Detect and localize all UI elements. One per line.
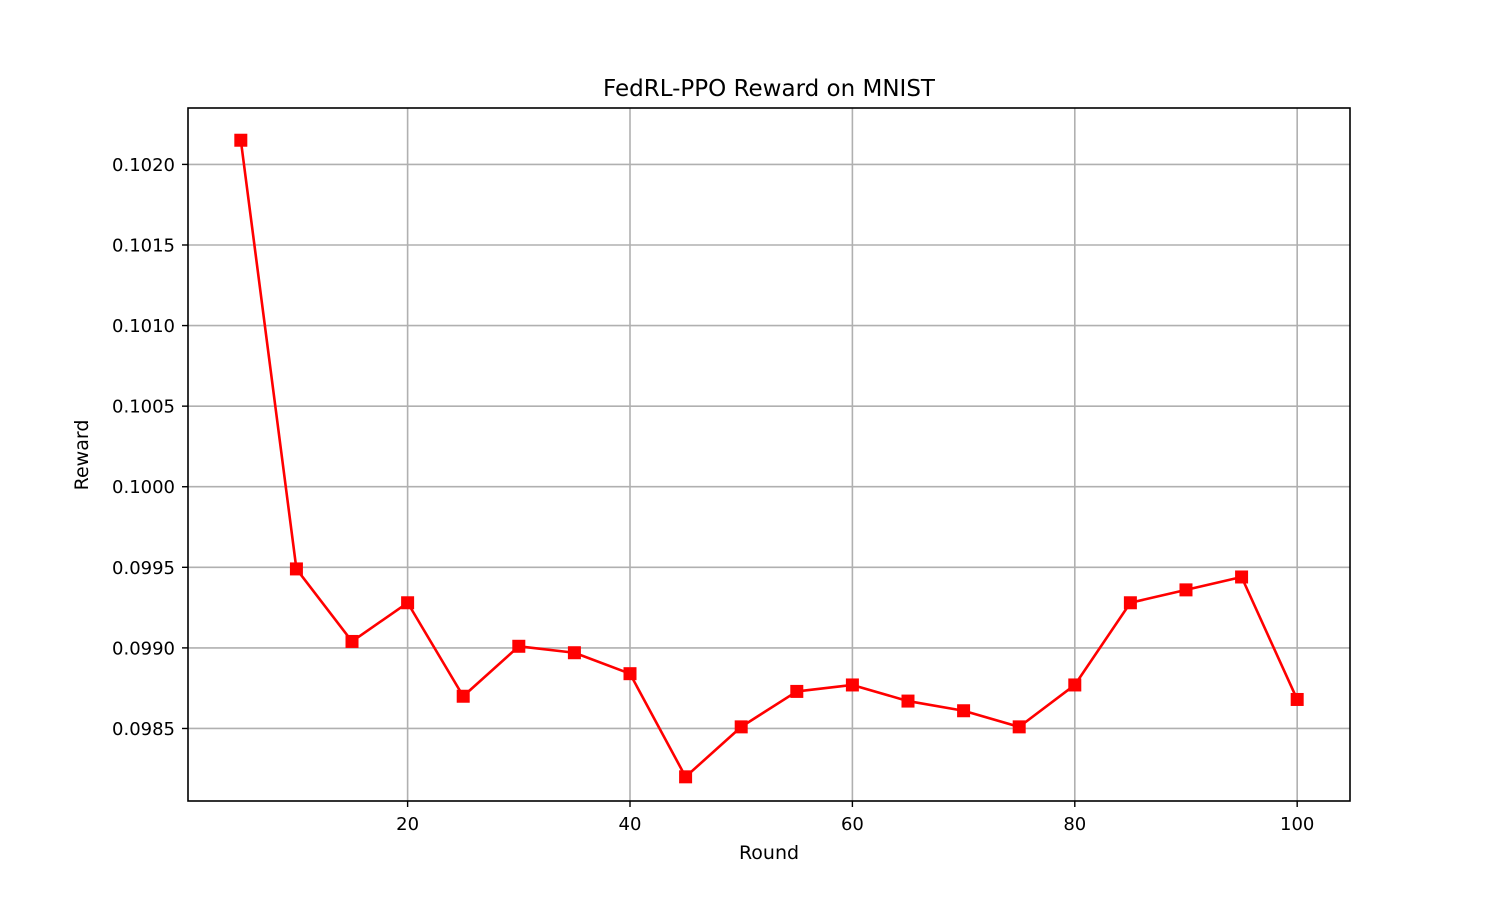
data-point-marker [1235, 570, 1249, 584]
data-point-marker [901, 694, 915, 708]
data-point-marker [512, 639, 526, 653]
data-point-marker [289, 562, 303, 576]
y-tick-label: 0.1000 [112, 477, 175, 498]
data-point-marker [345, 634, 359, 648]
data-point-marker [790, 684, 804, 698]
data-point-marker [957, 704, 971, 718]
data-point-marker [623, 667, 637, 681]
data-point-marker [845, 678, 859, 692]
grid-lines [188, 108, 1350, 801]
y-tick-label: 0.1010 [112, 316, 175, 337]
data-point-marker [1290, 692, 1304, 706]
data-point-marker [1012, 720, 1026, 734]
y-tick-label: 0.1015 [112, 235, 175, 256]
data-point-marker [1179, 583, 1193, 597]
data-point-marker [734, 720, 748, 734]
plot-area-frame [187, 107, 1351, 802]
data-point-marker [234, 133, 248, 147]
y-tick-label: 0.0990 [112, 638, 175, 659]
x-tick-label: 100 [1280, 814, 1314, 835]
x-tick-label: 40 [619, 814, 642, 835]
data-point-marker [401, 596, 415, 610]
x-tick-label: 60 [841, 814, 864, 835]
data-point-marker [1068, 678, 1082, 692]
series-reward [234, 133, 1304, 784]
chart-title: FedRL-PPO Reward on MNIST [603, 76, 936, 102]
data-point-marker [679, 770, 693, 784]
data-point-marker [567, 646, 581, 660]
data-point-marker [456, 689, 470, 703]
series-line [239, 140, 1299, 779]
y-axis-title: Reward [71, 420, 93, 491]
x-tick-label: 20 [396, 814, 419, 835]
y-tick-label: 0.0995 [112, 558, 175, 579]
y-tick-label: 0.0985 [112, 719, 175, 740]
x-axis-title: Round [739, 842, 799, 864]
y-tick-label: 0.1020 [112, 155, 175, 176]
axis-ticks: 20 40 60 80 100 0.0985 0.0990 0.0995 0.1000 0.100… [112, 155, 1314, 835]
x-tick-label: 80 [1063, 814, 1086, 835]
y-tick-label: 0.1005 [112, 397, 175, 418]
data-point-marker [1123, 596, 1137, 610]
